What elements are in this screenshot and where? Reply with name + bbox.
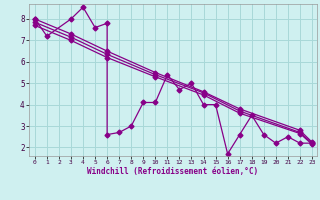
X-axis label: Windchill (Refroidissement éolien,°C): Windchill (Refroidissement éolien,°C) xyxy=(87,167,258,176)
